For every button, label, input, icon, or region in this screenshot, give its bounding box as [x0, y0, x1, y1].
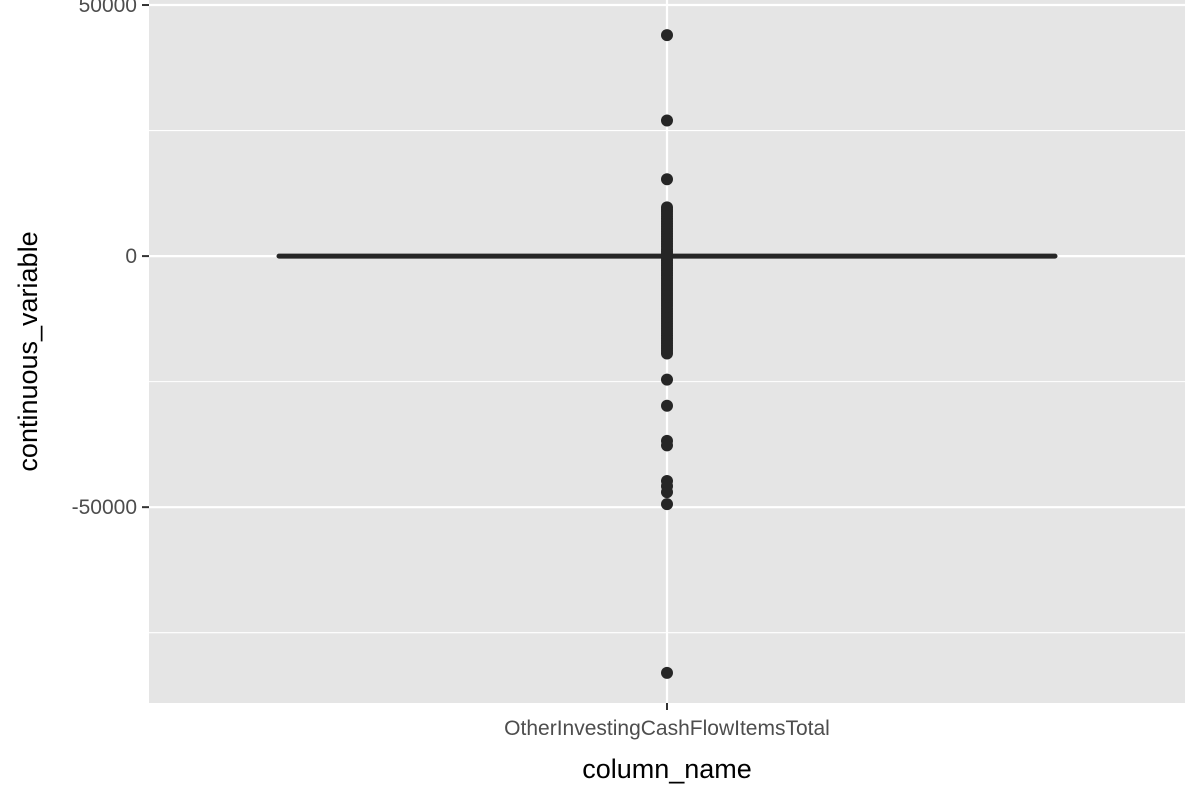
outlier-point: [661, 498, 673, 511]
x-tick-label: OtherInvestingCashFlowItemsTotal: [504, 717, 830, 740]
outlier-point: [661, 29, 673, 42]
outlier-point: [661, 347, 673, 360]
y-tick-label: -50000: [72, 496, 137, 519]
outlier-point: [661, 439, 673, 452]
outlier-points: [661, 29, 673, 679]
y-tick-label: 0: [125, 245, 137, 268]
y-tick-label: 50000: [79, 0, 137, 17]
outlier-point: [661, 399, 673, 412]
x-axis-title: column_name: [582, 754, 752, 784]
outlier-point: [661, 666, 673, 679]
outlier-point: [661, 373, 673, 386]
y-axis-title: continuous_variable: [13, 231, 43, 471]
outlier-point: [661, 114, 673, 127]
outlier-point: [661, 173, 673, 186]
outlier-point: [661, 486, 673, 499]
axes: -50000 0 50000 OtherInvestingCashFlowItemsT…: [72, 0, 830, 740]
